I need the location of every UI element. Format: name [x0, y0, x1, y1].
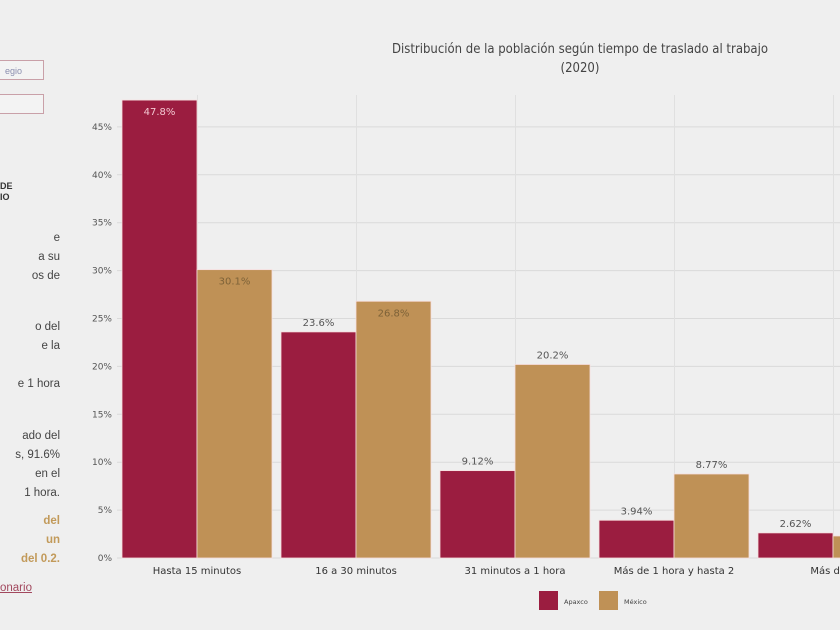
data-label: 3.94%: [621, 506, 653, 517]
legend-swatch-mexico: [599, 591, 618, 610]
x-tick-label: 16 a 30 minutos: [315, 566, 397, 577]
bar-apaxco: [757, 532, 834, 559]
section-heading-1: DE: [0, 181, 13, 191]
data-label: 30.1%: [219, 277, 251, 288]
description-line: e: [53, 232, 60, 244]
data-label: 47.8%: [144, 107, 176, 118]
bar-mexico: [196, 269, 273, 559]
cuestionario-link[interactable]: onario: [0, 582, 32, 594]
chart-title-text: Distribución de la población según tiemp…: [391, 42, 768, 57]
description-line: e la: [41, 340, 60, 352]
y-tick-label: 25%: [92, 315, 112, 325]
region-select-value: egio: [5, 66, 23, 76]
description-line: s, 91.6%: [15, 449, 60, 461]
legend-label: Apaxco: [564, 598, 588, 606]
bar-apaxco: [280, 331, 357, 559]
highlight-line: del 0.2.: [21, 553, 60, 565]
bar-mexico: [514, 364, 591, 559]
municipio-select[interactable]: [0, 94, 44, 114]
region-select[interactable]: egio: [0, 60, 44, 80]
description-line: ado del: [22, 430, 60, 442]
description-line: o del: [35, 321, 60, 333]
bar-apaxco: [598, 519, 675, 559]
description-line: os de: [31, 270, 60, 282]
data-label: 20.2%: [537, 350, 569, 361]
highlight-line: del: [43, 515, 60, 527]
left-panel: egio DE IO e a su os de o del e la e 1 hora ad…: [0, 0, 60, 630]
x-tick-label: Más de 1 hora y hasta 2: [614, 565, 735, 577]
description-line: a su: [38, 251, 60, 263]
legend-swatch-apaxco: [539, 591, 558, 610]
data-label: 2.62%: [780, 519, 812, 530]
legend-label: México: [624, 598, 647, 606]
y-tick-label: 15%: [92, 410, 112, 420]
y-tick-label: 10%: [92, 458, 112, 468]
highlight-line: un: [45, 534, 60, 546]
data-label: 8.77%: [696, 460, 728, 471]
y-tick-label: 40%: [92, 171, 112, 181]
section-heading-2: IO: [0, 192, 10, 202]
chart-title: Distribución de la población según tiemp…: [330, 40, 830, 78]
y-tick-label: 35%: [92, 219, 112, 229]
description-line: e 1 hora: [17, 378, 60, 390]
bar-mexico: [832, 535, 840, 559]
data-label: 23.6%: [303, 318, 335, 329]
bar-mexico: [355, 300, 432, 559]
data-label: 26.8%: [378, 308, 410, 319]
description-line: en el: [35, 468, 60, 480]
y-tick-label: 20%: [92, 362, 112, 372]
bar-apaxco: [121, 99, 198, 559]
y-tick-label: 45%: [92, 123, 112, 133]
chart-subtitle: (2020): [560, 61, 600, 76]
x-tick-label: Más de 2: [810, 565, 840, 577]
y-tick-label: 0%: [98, 554, 113, 564]
description-line: 1 hora.: [24, 487, 60, 499]
bar-mexico: [673, 473, 750, 559]
y-tick-label: 30%: [92, 267, 112, 277]
x-tick-label: 31 minutos a 1 hora: [464, 566, 565, 577]
data-label: 9.12%: [462, 457, 494, 468]
x-tick-label: Hasta 15 minutos: [153, 566, 241, 577]
bar-apaxco: [439, 470, 516, 559]
y-tick-label: 5%: [98, 506, 113, 516]
